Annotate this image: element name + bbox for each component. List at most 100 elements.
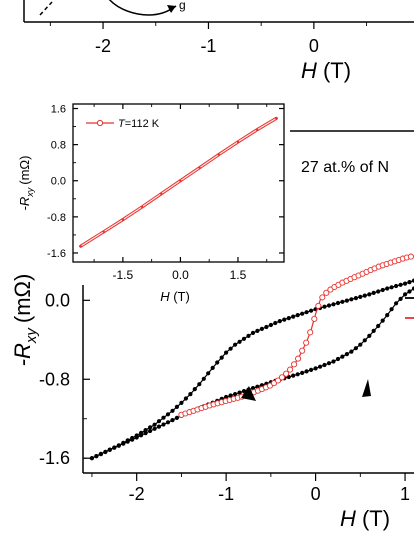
main-data-point xyxy=(349,297,354,302)
main-data-point xyxy=(344,352,349,357)
main-data-point xyxy=(201,376,206,381)
inset-data-point xyxy=(236,140,240,144)
main-data-point-open xyxy=(311,315,318,322)
main-data-point xyxy=(313,366,318,371)
main-data-point xyxy=(322,304,327,309)
main-data-point xyxy=(237,339,242,344)
main-data-point xyxy=(148,425,153,430)
main-data-point xyxy=(103,449,108,455)
main-panel-x-axis-label: H (T) xyxy=(340,506,390,531)
main-data-point xyxy=(331,359,336,364)
main-data-point xyxy=(134,435,139,440)
main-data-point xyxy=(192,387,197,392)
main-data-point xyxy=(398,282,403,287)
inset-legend-marker xyxy=(96,119,104,127)
main-data-point xyxy=(215,360,220,365)
main-data-point xyxy=(304,369,309,374)
main-data-point xyxy=(291,314,296,319)
inset-y-tick-label: -1.6 xyxy=(47,248,66,260)
main-x-tick-label: 1 xyxy=(400,484,410,504)
main-data-point xyxy=(170,418,175,423)
main-data-point xyxy=(259,326,264,331)
inset-x-tick-label: -1.5 xyxy=(113,268,134,282)
main-data-point xyxy=(376,323,381,329)
main-y-label-sub: xy xyxy=(23,327,40,345)
main-data-point xyxy=(179,400,184,405)
top-panel-x-axis-label: H (T) xyxy=(301,58,351,83)
inset-x-label-unit: (T) xyxy=(173,289,190,304)
main-panel-y-axis-label: -Rxy (mΩ) xyxy=(10,274,40,367)
inset-y-label-sub: xy xyxy=(25,187,35,198)
inset-data-point xyxy=(217,153,220,156)
inset-x-tick-label: 0.0 xyxy=(172,268,189,282)
main-data-point xyxy=(174,404,179,409)
main-data-point xyxy=(210,365,215,370)
main-series-0 xyxy=(89,278,414,461)
main-data-point xyxy=(353,346,358,351)
main-x-tick-label: 0 xyxy=(311,484,321,504)
main-data-point xyxy=(255,328,260,333)
main-data-point xyxy=(148,428,153,434)
main-data-point xyxy=(358,294,363,299)
main-data-point xyxy=(98,452,103,457)
main-data-point xyxy=(224,394,229,400)
main-data-point-open xyxy=(299,347,306,354)
main-panel: 0.0-0.8-1.6 -2 -1 0 1 27 at.% of N -Rxy(mΩ)… xyxy=(10,130,414,531)
inset-data-point xyxy=(102,230,105,233)
top-panel-x-axis-label-unit: (T) xyxy=(323,58,351,83)
inset-legend-label: T=112 K xyxy=(118,118,160,130)
main-data-point xyxy=(411,286,414,291)
main-x-tick-label: -2 xyxy=(129,484,145,504)
top-x-tick-label: 0 xyxy=(309,36,319,56)
main-data-point xyxy=(130,437,135,442)
main-data-point xyxy=(152,426,157,431)
top-panel-annotation: g xyxy=(179,0,186,12)
main-data-point xyxy=(112,445,117,450)
top-x-tick-label: -2 xyxy=(95,36,111,56)
main-data-point xyxy=(403,292,408,297)
main-data-point-open xyxy=(287,366,294,373)
main-data-point xyxy=(326,303,332,308)
inset-y-tick-label: 1.6 xyxy=(51,104,66,116)
main-x-label-unit: (T) xyxy=(362,506,390,531)
main-data-point xyxy=(407,289,412,294)
main-data-point xyxy=(380,287,385,293)
main-data-point xyxy=(318,364,323,369)
main-data-point-open xyxy=(291,361,298,368)
inset-data-point xyxy=(121,218,125,221)
main-data-point xyxy=(94,454,99,459)
main-data-point xyxy=(411,278,414,283)
main-data-point xyxy=(376,289,381,294)
main-data-point xyxy=(224,350,229,355)
top-panel: g -2 -1 0 H (T) xyxy=(23,0,414,83)
top-panel-dashed-line xyxy=(39,1,53,16)
main-data-point-open xyxy=(315,302,322,309)
main-data-point xyxy=(241,336,247,341)
main-data-point xyxy=(250,330,256,335)
main-data-point-open xyxy=(307,329,314,336)
inset-data-point xyxy=(275,117,278,120)
main-data-point xyxy=(394,301,399,306)
main-data-point xyxy=(403,281,408,286)
lower-branch-arrow xyxy=(362,379,371,397)
top-x-tick-label: -1 xyxy=(200,36,216,56)
main-data-point-open xyxy=(295,355,302,362)
main-y-tick-label: -1.6 xyxy=(39,448,70,468)
main-data-point xyxy=(174,415,179,420)
main-data-point xyxy=(322,362,327,368)
main-data-point xyxy=(246,333,251,338)
main-data-point xyxy=(371,328,376,333)
main-data-point xyxy=(362,293,367,298)
main-data-point xyxy=(309,308,314,313)
main-data-point xyxy=(143,428,148,433)
inset-data-point xyxy=(198,166,201,169)
inset-series-0 xyxy=(79,116,278,248)
main-data-point xyxy=(237,390,242,395)
main-data-point xyxy=(385,313,390,318)
main-data-point xyxy=(156,419,162,424)
main-data-point xyxy=(116,443,121,448)
inset-legend-rest: =112 K xyxy=(125,118,160,130)
main-data-point xyxy=(143,431,148,436)
main-data-point-open xyxy=(283,370,290,377)
